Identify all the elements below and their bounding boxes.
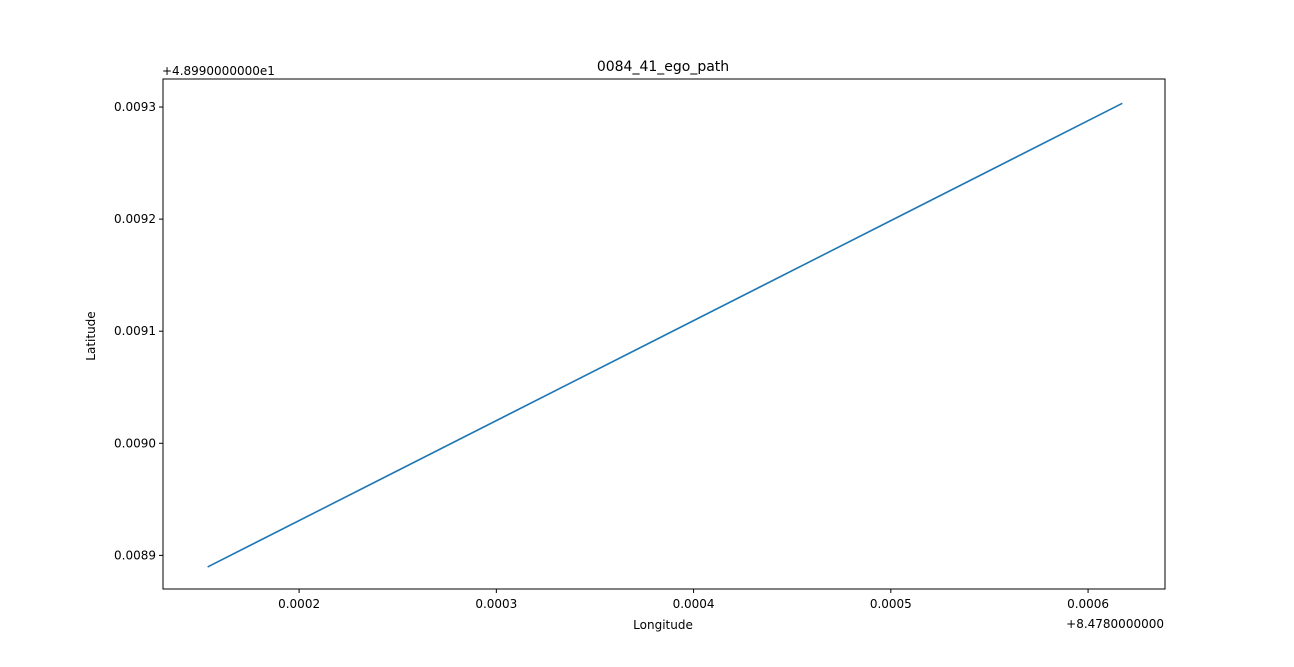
y-tick-label: 0.0092 xyxy=(114,212,156,226)
y-tick-label: 0.0091 xyxy=(114,324,156,338)
y-axis-label: Latitude xyxy=(84,311,98,360)
x-axis-label: Longitude xyxy=(633,618,693,632)
x-axis-offset-label: +8.4780000000 xyxy=(1066,617,1164,631)
y-axis-ticks: 0.0089 0.0090 0.0091 0.0092 0.0093 xyxy=(114,100,163,562)
x-tick-label: 0.0003 xyxy=(475,597,517,611)
y-tick-label: 0.0090 xyxy=(114,436,156,450)
x-tick-label: 0.0002 xyxy=(278,597,320,611)
chart-title: 0084_41_ego_path xyxy=(597,59,729,75)
series-layer xyxy=(207,102,1123,568)
y-tick-label: 0.0089 xyxy=(114,548,156,562)
plot-area-frame xyxy=(162,78,1166,590)
ego-path-line xyxy=(207,102,1123,568)
x-tick-label: 0.0004 xyxy=(673,597,715,611)
y-axis-offset-label: +4.8990000000e1 xyxy=(162,64,275,78)
x-tick-label: 0.0005 xyxy=(870,597,912,611)
x-axis-ticks: 0.0002 0.0003 0.0004 0.0005 0.0006 xyxy=(278,589,1109,611)
y-tick-label: 0.0093 xyxy=(114,100,156,114)
x-tick-label: 0.0006 xyxy=(1067,597,1109,611)
